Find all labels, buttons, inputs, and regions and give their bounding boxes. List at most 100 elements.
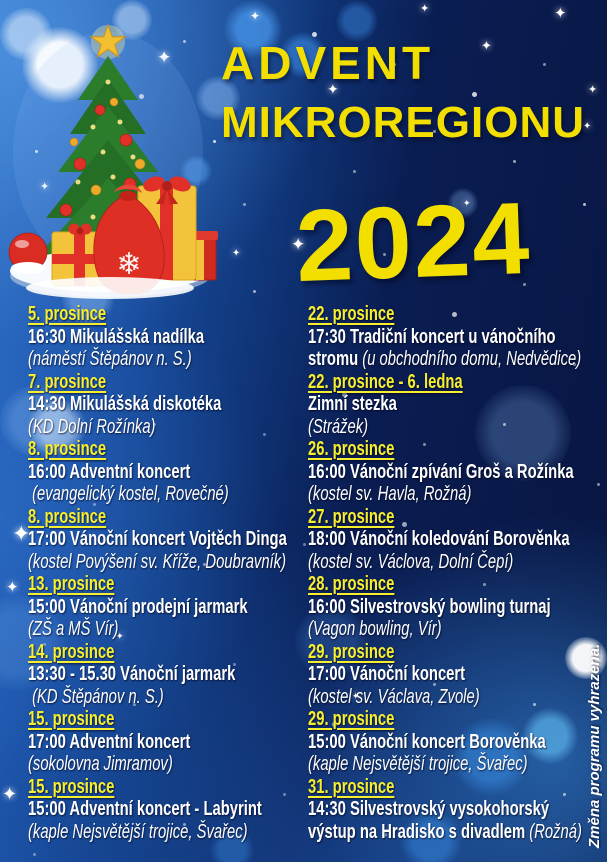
event-block: 7. prosince 14:30 Mikulášská diskotéka (KD… <box>28 371 331 439</box>
event-text-row: (ZŠ a MŠ Vír) <box>28 618 331 641</box>
event-text-row: (kostel sv. Václova, Dolní Čepí) <box>308 551 607 574</box>
event-location: (kostel Povýšení sv. Kříže, Doubravník) <box>28 550 287 573</box>
event-block: 13. prosince 15:00 Vánoční prodejní jarma… <box>28 573 331 641</box>
event-location: (kaple Nejsvětější trojice, Švařec) <box>308 753 528 775</box>
event-date: 15. prosince <box>28 708 115 730</box>
event-date: 27. prosince <box>308 505 395 528</box>
event-location: (Strážek) <box>308 415 369 438</box>
event-date: 13. prosince <box>28 573 115 595</box>
event-location: (KD Štěpánov n. S.) <box>28 685 164 708</box>
event-title: 15:00 Vánoční koncert Borověnka <box>308 730 546 753</box>
event-block: 15. prosince 17:00 Adventní koncert (sokol… <box>28 708 331 776</box>
snowflake-icon: ❄ <box>116 247 141 282</box>
sparkle-star-icon: ✦ <box>2 784 18 805</box>
sparkle-star-icon: ✦ <box>6 578 19 596</box>
title-line-1: ADVENT <box>221 37 435 89</box>
event-block: 8. prosince 16:00 Adventní koncert (evang… <box>28 438 331 506</box>
event-location: (Vagon bowling, Vír) <box>308 618 442 640</box>
event-text-row: 16:30 Mikulášská nadílka <box>28 326 331 349</box>
event-title: výstup na Hradisko s divadlem <box>308 820 530 843</box>
event-date: 5. prosince <box>28 303 107 325</box>
gift-santa-bag: ❄ <box>93 184 165 295</box>
event-text-row: 14:30 Silvestrovský vysokohorský <box>308 798 607 821</box>
poster-title: ADVENT MIKROREGIONU <box>221 34 585 154</box>
sparkle-star-icon: ✦ <box>250 9 261 23</box>
event-location: (kaple Nejsvětější trojice, Švařec) <box>28 820 248 843</box>
event-title: 14:30 Mikulášská diskotéka <box>28 393 222 415</box>
tree-star-icon <box>89 23 127 58</box>
event-text-row: (Strážek) <box>308 416 607 439</box>
event-title: stromu <box>308 348 363 370</box>
event-location: (kostel sv. Havla, Rožná) <box>308 483 472 505</box>
title-year: 2024 <box>294 180 533 304</box>
event-title: 14:30 Silvestrovský vysokohorský <box>308 798 550 820</box>
snow-dots <box>0 0 3 3</box>
event-location: (ZŠ a MŠ Vír) <box>28 618 119 640</box>
christmas-tree-illustration: ❄ <box>8 22 220 314</box>
event-block: 14. prosince 13:30 - 15.30 Vánoční jarmar… <box>28 641 331 709</box>
event-block: 31. prosince 14:30 Silvestrovský vysokoho… <box>308 776 607 844</box>
event-location: (kostel sv. Václava, Zvole) <box>308 685 480 708</box>
event-title: Zimní stezka <box>308 393 397 415</box>
event-title: 15:00 Adventní koncert - Labyrint <box>28 798 262 820</box>
event-text-row: (náměstí Štěpánov n. S.) <box>28 348 331 371</box>
event-date: 22. prosince <box>308 303 395 325</box>
events-column-left: 5. prosince 16:30 Mikulášská nadílka (námě… <box>28 303 331 843</box>
event-title: 16:00 Adventní koncert <box>28 460 191 483</box>
event-location: (kostel sv. Václova, Dolní Čepí) <box>308 550 514 573</box>
event-title: 13:30 - 15.30 Vánoční jarmark <box>28 663 236 685</box>
event-text-row: (KD Štěpánov n. S.) <box>28 686 331 709</box>
title-line-2: MIKROREGIONU <box>221 98 585 147</box>
event-location: (KD Dolní Rožínka) <box>28 415 156 438</box>
event-date: 28. prosince <box>308 573 395 595</box>
event-date: 22. prosince - 6. ledna <box>308 370 463 393</box>
event-text-row: (evangelický kostel, Rovečné) <box>28 483 331 506</box>
event-date: 8. prosince <box>28 438 107 460</box>
event-block: 22. prosince - 6. ledna Zimní stezka (Strá… <box>308 371 607 439</box>
event-text-row: (kaple Nejsvětější trojice, Švařec) <box>28 821 331 844</box>
event-location: (Rožná) <box>529 820 582 843</box>
event-block: 26. prosince 16:00 Vánoční zpívání Groš a… <box>308 438 607 506</box>
event-text-row: (kostel sv. Havla, Rožná) <box>308 483 607 506</box>
event-text-row: (KD Dolní Rožínka) <box>28 416 331 439</box>
christmas-tree-svg: ❄ <box>8 23 218 299</box>
program-change-note: Změna programu vyhrazena. <box>586 643 603 848</box>
gift-red-ball <box>8 232 48 274</box>
event-text-row: (kostel Povýšení sv. Kříže, Doubravník) <box>28 551 331 574</box>
event-text-row: 17:00 Vánoční koncert <box>308 663 607 686</box>
event-title: 17:00 Vánoční koncert Vojtěch Dinga <box>28 528 287 550</box>
event-location: (u obchodního domu, Nedvědice) <box>362 348 582 370</box>
event-title: 16:00 Vánoční zpívání Groš a Rožínka <box>308 460 574 483</box>
event-date: 14. prosince <box>28 640 115 663</box>
event-text-row: 14:30 Mikulášská diskotéka <box>28 393 331 416</box>
event-block: 5. prosince 16:30 Mikulášská nadílka (námě… <box>28 303 331 371</box>
event-text-row: stromu (u obchodního domu, Nedvědice) <box>308 348 607 371</box>
event-date: 29. prosince <box>308 708 395 730</box>
event-block: 28. prosince 16:00 Silvestrovský bowling … <box>308 573 607 641</box>
event-text-row: (sokolovna Jimramov) <box>28 753 331 776</box>
event-text-row: (kostel sv. Václava, Zvole) <box>308 686 607 709</box>
event-text-row: Zimní stezka <box>308 393 607 416</box>
event-text-row: 16:00 Adventní koncert <box>28 461 331 484</box>
sparkle-star-icon: ✦ <box>232 248 241 259</box>
event-text-row: výstup na Hradisko s divadlem (Rožná) <box>308 821 607 844</box>
event-text-row: 16:00 Silvestrovský bowling turnaj <box>308 596 607 619</box>
event-date: 26. prosince <box>308 438 395 460</box>
event-location: (evangelický kostel, Rovečné) <box>28 483 229 505</box>
event-title: 17:00 Vánoční koncert <box>308 663 466 685</box>
event-text-row: 17:30 Tradiční koncert u vánočního <box>308 326 607 349</box>
event-text-row: (Vagon bowling, Vír) <box>308 618 607 641</box>
event-text-row: 17:00 Adventní koncert <box>28 731 331 754</box>
event-date: 15. prosince <box>28 775 115 798</box>
event-block: 15. prosince 15:00 Adventní koncert - Lab… <box>28 776 331 844</box>
event-text-row: 13:30 - 15.30 Vánoční jarmark <box>28 663 331 686</box>
event-date: 7. prosince <box>28 370 107 393</box>
event-text-row: 16:00 Vánoční zpívání Groš a Rožínka <box>308 461 607 484</box>
event-text-row: 15:00 Vánoční prodejní jarmark <box>28 596 331 619</box>
event-title: 16:30 Mikulášská nadílka <box>28 325 205 348</box>
event-text-row: (kaple Nejsvětější trojice, Švařec) <box>308 753 607 776</box>
sparkle-star-icon: ✦ <box>420 2 430 15</box>
event-block: 8. prosince 17:00 Vánoční koncert Vojtěch… <box>28 506 331 574</box>
event-location: (náměstí Štěpánov n. S.) <box>28 348 192 370</box>
